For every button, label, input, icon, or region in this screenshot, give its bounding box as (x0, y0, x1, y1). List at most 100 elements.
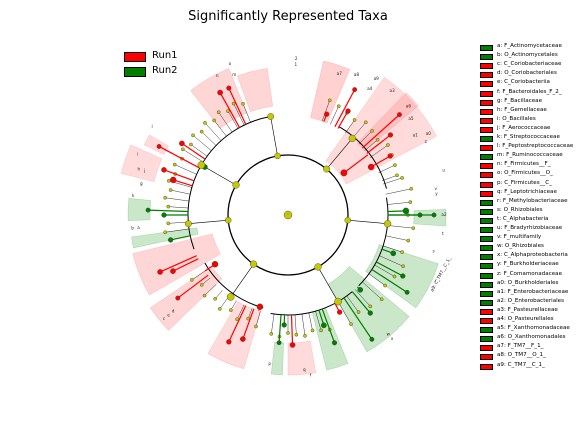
tree-node (406, 238, 411, 243)
clade-highlight (131, 227, 199, 249)
taxa-legend-label: l: F_Peptostreptococcaceae (497, 143, 574, 150)
branch-line (362, 281, 382, 300)
taxa-legend-swatch (480, 254, 493, 261)
tree-node (348, 134, 356, 142)
tree-node (189, 142, 193, 147)
branch-line (321, 308, 336, 344)
tree-node (231, 101, 236, 106)
branch-line (366, 134, 391, 154)
tree-node (218, 307, 222, 311)
clade-label: a6 (406, 104, 412, 109)
branch-line (218, 112, 233, 133)
tree-node (323, 165, 330, 173)
branch-line (192, 135, 212, 151)
branch-line (177, 274, 209, 299)
tree-node (226, 85, 232, 91)
branch-line (364, 139, 378, 151)
branch-line (337, 110, 349, 129)
taxa-legend-label: w: O_Rhizobiales (497, 243, 544, 250)
tree-node (240, 336, 246, 342)
branch-line (322, 100, 330, 122)
taxa-legend-swatch (480, 363, 493, 370)
branch-line (343, 154, 369, 174)
clade-label: c (163, 316, 166, 321)
clade-label: w (387, 332, 391, 337)
branch-line (294, 314, 297, 335)
branch-line (230, 300, 237, 311)
tree-node (281, 322, 287, 328)
tree-node (190, 278, 194, 282)
tree-node (356, 310, 361, 314)
clade-highlight (120, 144, 163, 182)
branch-line (190, 144, 208, 157)
tree-node (395, 173, 399, 178)
taxa-legend-label: i: O_Bacillales (497, 115, 536, 122)
clade-label: f (310, 372, 312, 377)
branch-line (383, 177, 403, 185)
tree-node (390, 250, 397, 257)
tree-node (170, 176, 177, 184)
taxa-legend-label: a9: C_TM7__C_1_ (497, 361, 545, 368)
tree-node (411, 226, 416, 230)
taxa-legend-swatch (480, 181, 493, 188)
tree-node (384, 220, 392, 228)
tree-node (392, 274, 397, 279)
clade-highlight (357, 92, 419, 152)
clade-label: o (229, 61, 232, 66)
taxa-legend-label: e: C_Coriobacteriia (497, 79, 550, 86)
tree-node (321, 322, 327, 329)
branch-line (204, 284, 217, 296)
clade-label: x (391, 336, 394, 341)
branch-line (387, 225, 414, 229)
branch-arc (204, 262, 264, 309)
branch-line (301, 313, 306, 336)
branch-line (383, 245, 403, 253)
clade-label: a9 (374, 76, 380, 81)
taxa-legend-swatch (480, 45, 493, 51)
branch-line (163, 169, 195, 182)
tree-node (249, 260, 258, 268)
clade-label: n (216, 73, 219, 78)
tree-node (349, 322, 353, 326)
tree-node (163, 195, 168, 200)
branch-line (242, 103, 251, 123)
branch-line (188, 219, 229, 225)
clade-label: a0 (426, 131, 432, 136)
clade-label: 2 (295, 56, 298, 61)
tree-node (286, 331, 290, 335)
taxa-legend-swatch (480, 126, 493, 133)
tree-node (166, 221, 171, 226)
branch-line (170, 189, 191, 195)
tree-node (402, 207, 410, 215)
branch-line (204, 122, 222, 141)
tree-node (172, 162, 177, 167)
clade-label: t (442, 231, 444, 236)
clade-label: v (434, 186, 437, 191)
legend-label-run1: Run1 (152, 50, 178, 61)
tree-node (167, 179, 171, 183)
tree-node (166, 204, 171, 209)
branch-line (173, 179, 193, 187)
clade-label: a5 (408, 116, 414, 121)
taxa-legend-swatch (480, 217, 493, 224)
taxa-legend-label: d: O_Coriobacteriales (497, 70, 557, 77)
taxa-legend-swatch (480, 99, 493, 106)
tree-node (370, 129, 374, 133)
branch-line (201, 277, 211, 286)
tree-node (340, 169, 348, 177)
branch-arc (358, 197, 389, 287)
tree-node (229, 308, 233, 312)
taxa-legend-swatch (480, 336, 493, 343)
taxa-legend-swatch (480, 318, 493, 324)
tree-node (400, 250, 404, 254)
tree-node (256, 303, 264, 311)
clade-label: · (287, 212, 289, 219)
tree-node (199, 129, 204, 134)
taxa-legend-swatch (480, 145, 493, 152)
tree-node (168, 188, 173, 192)
tree-node (367, 310, 373, 316)
branch-line (228, 87, 247, 125)
branch-line (213, 120, 227, 137)
tree-node (319, 328, 323, 333)
taxa-legend-label: a0: O_Burkholderiales (497, 279, 559, 286)
